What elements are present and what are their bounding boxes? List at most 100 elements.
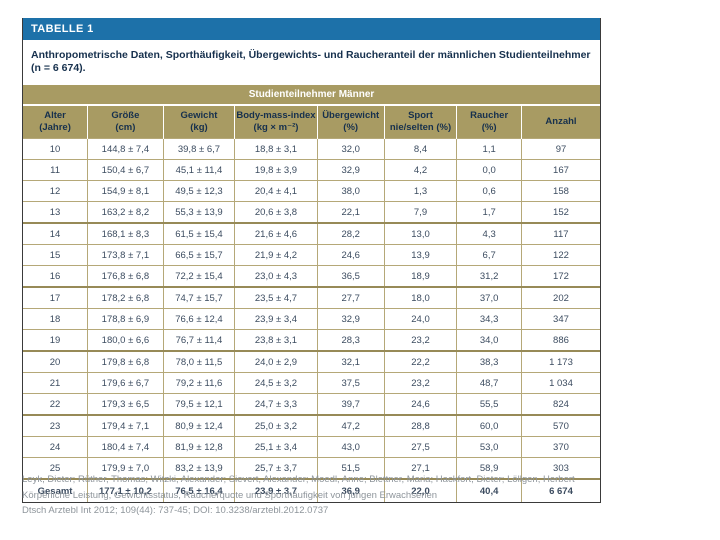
column-header: Raucher (%) — [456, 105, 522, 139]
table-cell: 179,6 ± 6,7 — [87, 372, 164, 394]
table-cell: 39,7 — [316, 393, 385, 416]
table-cell: 24,6 — [316, 244, 385, 266]
table-cell: 167 — [520, 159, 600, 181]
table-cell: 27,7 — [316, 286, 385, 309]
table-cell: 18,9 — [383, 265, 457, 288]
table-row: 16 176,8 ± 6,8 72,2 ± 15,4 23,0 ± 4,3 36,5 18… — [23, 265, 600, 288]
table-cell: 19,8 ± 3,9 — [234, 159, 318, 181]
table-cell: 172 — [520, 265, 600, 288]
table-row: 17 178,2 ± 6,8 74,7 ± 15,7 23,5 ± 4,7 27,7 18… — [23, 286, 600, 309]
table-cell: 1,3 — [383, 180, 457, 202]
table-cell: 21,9 ± 4,2 — [234, 244, 318, 266]
column-header: Übergewicht (%) — [316, 105, 385, 139]
table-cell: 1,1 — [456, 138, 522, 160]
table-cell: 1,7 — [456, 201, 522, 224]
table-cell: 48,7 — [456, 372, 522, 394]
table-cell: 177,1 ± 10,2 — [87, 478, 164, 502]
table-cell: 80,9 ± 12,4 — [162, 414, 235, 437]
table-cell: 20,6 ± 3,8 — [234, 201, 318, 224]
table-cell: 38,3 — [456, 350, 522, 373]
table-cell: 15 — [23, 244, 88, 266]
table-cell: 25,0 ± 3,2 — [234, 414, 318, 437]
table-cell: 179,3 ± 6,5 — [87, 393, 164, 416]
column-header: Gewicht (kg) — [162, 105, 235, 139]
table-cell: 23,2 — [383, 329, 457, 352]
table-cell: 6,7 — [456, 244, 522, 266]
table-cell: 74,7 ± 15,7 — [162, 286, 235, 309]
table-cell: 32,1 — [316, 350, 385, 373]
table-cell: 13,0 — [383, 222, 457, 245]
table-cell: 18,8 ± 3,1 — [234, 138, 318, 160]
table-cell: 18,0 — [383, 286, 457, 309]
table-cell: 13 — [23, 201, 88, 224]
table-cell: 53,0 — [456, 436, 522, 458]
table-cell: 18 — [23, 308, 88, 330]
table-cell: 43,0 — [316, 436, 385, 458]
table-cell: 76,5 ± 16,4 — [162, 478, 235, 502]
table-cell: 79,2 ± 11,6 — [162, 372, 235, 394]
table-cell: 24 — [23, 436, 88, 458]
table-cell: 47,2 — [316, 414, 385, 437]
band-row: Studienteilnehmer Männer — [23, 85, 600, 107]
table-cell: 1 034 — [520, 372, 600, 394]
table-cell: 45,1 ± 11,4 — [162, 159, 235, 181]
table-cell: 61,5 ± 15,4 — [162, 222, 235, 245]
table-cell: 1 173 — [520, 350, 600, 373]
table-cell: 24,7 ± 3,3 — [234, 393, 318, 416]
table-cell: 78,0 ± 11,5 — [162, 350, 235, 373]
table-cell: 36,5 — [316, 265, 385, 288]
table-row: 12 154,9 ± 8,1 49,5 ± 12,3 20,4 ± 4,1 38,0 1,… — [23, 180, 600, 202]
table-cell: 21 — [23, 372, 88, 394]
table-cell: 28,8 — [383, 414, 457, 437]
table-cell: 32,9 — [316, 159, 385, 181]
column-header-row: Alter (Jahre) Größe (cm) Gewicht (kg) Body-mas… — [23, 105, 600, 139]
table-row: 23 179,4 ± 7,1 80,9 ± 12,4 25,0 ± 3,2 47,2 28… — [23, 414, 600, 437]
table-card: TABELLE 1 Anthropometrische Daten, Sport… — [22, 18, 601, 503]
table-row: 15 173,8 ± 7,1 66,5 ± 15,7 21,9 ± 4,2 24,6 13… — [23, 244, 600, 266]
table-cell: 12 — [23, 180, 88, 202]
table-cell: 163,2 ± 8,2 — [87, 201, 164, 224]
table-cell: 60,0 — [456, 414, 522, 437]
table-cell: 21,6 ± 4,6 — [234, 222, 318, 245]
table-label-bar: TABELLE 1 — [23, 18, 600, 40]
total-row: Gesamt 177,1 ± 10,2 76,5 ± 16,4 23,9 ± 3,7 3… — [23, 478, 600, 502]
table-cell: 7,9 — [383, 201, 457, 224]
table-cell: 81,9 ± 12,8 — [162, 436, 235, 458]
table-cell: 34,0 — [456, 329, 522, 352]
table-cell: 117 — [520, 222, 600, 245]
column-header: Alter (Jahre) — [23, 105, 88, 139]
table-cell: 11 — [23, 159, 88, 181]
table-cell: 370 — [520, 436, 600, 458]
table-row: 21 179,6 ± 6,7 79,2 ± 11,6 24,5 ± 3,2 37,5 23… — [23, 372, 600, 394]
citation-authors: Leyk, Dieter; Rüther, Thomas; Witzki, Al… — [22, 474, 575, 485]
column-header: Sport nie/selten (%) — [383, 105, 457, 139]
table-cell: 36,9 — [316, 478, 385, 502]
band-label: Studienteilnehmer Männer — [23, 85, 600, 107]
table-cell: 19 — [23, 329, 88, 352]
table-cell: 154,9 ± 8,1 — [87, 180, 164, 202]
table-cell: 22,0 — [383, 478, 457, 502]
table-cell: 16 — [23, 265, 88, 288]
table-cell: 150,4 ± 6,7 — [87, 159, 164, 181]
table-cell: 4,2 — [383, 159, 457, 181]
table-cell: 37,0 — [456, 286, 522, 309]
table-cell: 97 — [520, 138, 600, 160]
table-cell: 32,9 — [316, 308, 385, 330]
table-cell: 886 — [520, 329, 600, 352]
table-cell: Gesamt — [23, 478, 88, 502]
table-cell: 180,4 ± 7,4 — [87, 436, 164, 458]
table-cell: 122 — [520, 244, 600, 266]
data-table: Studienteilnehmer Männer Alter (Jahre) Grö… — [23, 85, 600, 502]
table-cell: 173,8 ± 7,1 — [87, 244, 164, 266]
table-cell: 10 — [23, 138, 88, 160]
table-cell: 23,5 ± 4,7 — [234, 286, 318, 309]
table-cell: 66,5 ± 15,7 — [162, 244, 235, 266]
table-cell: 179,8 ± 6,8 — [87, 350, 164, 373]
table-cell: 23,8 ± 3,1 — [234, 329, 318, 352]
table-cell: 13,9 — [383, 244, 457, 266]
table-cell: 824 — [520, 393, 600, 416]
table-cell: 176,8 ± 6,8 — [87, 265, 164, 288]
table-cell: 347 — [520, 308, 600, 330]
table-cell: 24,0 ± 2,9 — [234, 350, 318, 373]
table-cell: 0,0 — [456, 159, 522, 181]
